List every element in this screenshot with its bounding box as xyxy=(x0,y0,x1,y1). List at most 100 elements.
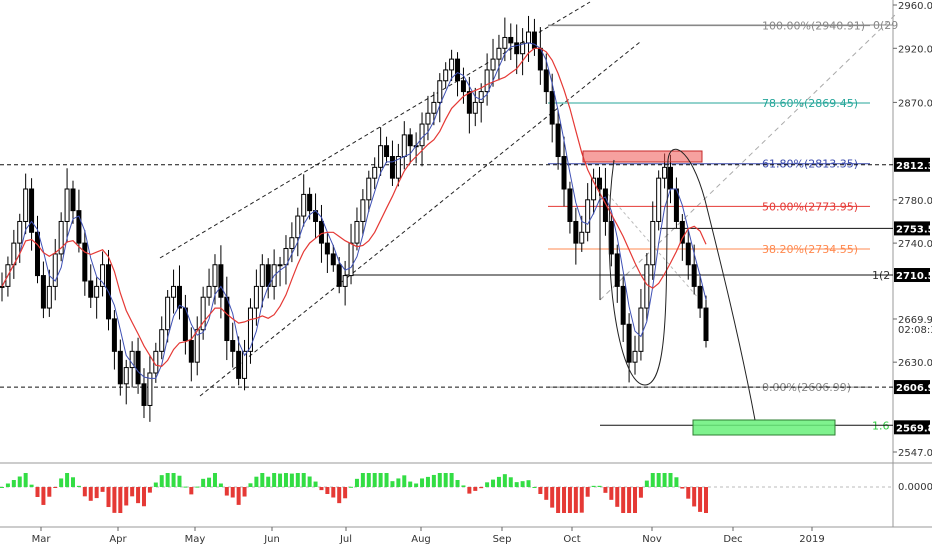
candle-body xyxy=(289,237,295,250)
osc-bar xyxy=(532,487,537,488)
x-tick-label-2: May xyxy=(185,534,206,545)
osc-bar xyxy=(349,486,354,488)
osc-bar xyxy=(70,477,75,487)
candle-body xyxy=(431,101,437,114)
osc-bar xyxy=(295,473,300,487)
time-readout: 02:08:39 xyxy=(898,325,932,336)
osc-bar xyxy=(65,473,70,487)
candle-body xyxy=(52,253,58,287)
candle-body xyxy=(573,220,579,244)
osc-bar xyxy=(248,483,253,487)
osc-bar xyxy=(544,487,549,500)
candle-body xyxy=(253,285,259,309)
candle-body xyxy=(449,58,455,71)
candle-body xyxy=(437,80,443,103)
candle-body xyxy=(212,264,218,287)
candle-body xyxy=(401,134,407,158)
osc-bar xyxy=(159,475,164,487)
osc-bar xyxy=(325,487,330,494)
osc-bar xyxy=(378,473,383,487)
candle-body xyxy=(384,145,390,158)
osc-bar xyxy=(260,473,265,487)
osc-bar xyxy=(615,487,620,507)
candle-body xyxy=(650,220,656,266)
osc-bar xyxy=(668,473,673,487)
x-tick-label-5: Aug xyxy=(411,534,431,545)
candle-body xyxy=(697,285,703,309)
candle-body xyxy=(638,307,644,352)
osc-bar xyxy=(136,487,141,504)
candle-body xyxy=(407,134,413,147)
osc-bar xyxy=(88,487,93,501)
candle-body xyxy=(419,123,425,147)
candle-body xyxy=(591,177,597,201)
x-tick-label-3: Jun xyxy=(263,534,280,545)
osc-bar xyxy=(236,487,241,505)
candle-body xyxy=(100,264,106,287)
candle-body xyxy=(194,329,200,363)
osc-bar xyxy=(360,473,365,487)
candle-body xyxy=(425,112,431,125)
osc-bar xyxy=(461,485,466,487)
osc-bar xyxy=(47,487,52,497)
osc-bar xyxy=(538,487,543,494)
candle-body xyxy=(123,367,129,385)
osc-bar xyxy=(591,485,596,487)
osc-bar xyxy=(82,487,87,497)
candle-body xyxy=(567,188,573,222)
osc-bar xyxy=(502,474,507,487)
osc-bar xyxy=(289,473,294,487)
osc-bar xyxy=(508,477,513,487)
y-tick-label-2: 2870.00 xyxy=(898,98,932,109)
candle-body xyxy=(88,280,94,298)
osc-zero-label: 0.0000 xyxy=(898,482,932,493)
price-badge-label-4: 2569.81 xyxy=(896,423,932,434)
osc-bar xyxy=(11,480,16,487)
osc-bar xyxy=(59,478,64,487)
candle-body xyxy=(259,264,265,287)
osc-bar xyxy=(431,474,436,487)
osc-bar xyxy=(106,487,111,508)
fib-label-1: 78.60%(2869.45) xyxy=(762,97,858,110)
candle-body xyxy=(94,285,100,298)
candle-body xyxy=(614,253,620,287)
candle-body xyxy=(40,275,46,309)
price-badge-2 xyxy=(894,268,930,283)
osc-bar xyxy=(396,478,401,487)
candle-body xyxy=(620,285,626,325)
osc-bar xyxy=(313,481,318,487)
ma-fast-line xyxy=(1,42,707,379)
fib-label-4: 38.20%(2734.55) xyxy=(762,243,858,256)
osc-bar xyxy=(425,476,430,487)
osc-bar xyxy=(254,476,259,487)
osc-bar xyxy=(283,473,288,487)
candle-body xyxy=(70,188,76,212)
osc-bar xyxy=(662,473,667,487)
candle-body xyxy=(644,264,650,309)
osc-bar xyxy=(230,487,235,498)
osc-bar xyxy=(224,487,229,496)
osc-bar xyxy=(556,487,561,513)
candle-body xyxy=(520,42,526,55)
x-tick-label-0: Mar xyxy=(32,534,52,545)
fib-label-3: 50.00%(2773.95) xyxy=(762,200,858,213)
y-tick-label-3: 2780.00 xyxy=(898,196,932,207)
fib-label-2: 61.80%(2813.35) xyxy=(762,158,858,171)
candle-body xyxy=(218,264,224,298)
candle-body xyxy=(484,69,490,93)
osc-bar xyxy=(165,473,170,487)
x-tick-label-4: Jul xyxy=(339,534,352,545)
osc-bar xyxy=(124,487,129,506)
osc-bar xyxy=(408,481,413,487)
osc-bar xyxy=(485,482,490,487)
y-tick-label-6: 2630.00 xyxy=(898,358,932,369)
candle-body xyxy=(141,383,147,406)
target-zone-box xyxy=(692,419,836,436)
candle-body xyxy=(23,188,29,222)
channel-lower-line xyxy=(199,41,641,397)
candle-body xyxy=(679,220,685,244)
price-badge-label-0: 2812.38 xyxy=(896,161,932,172)
osc-bar xyxy=(449,473,454,487)
candle-body xyxy=(330,253,336,266)
